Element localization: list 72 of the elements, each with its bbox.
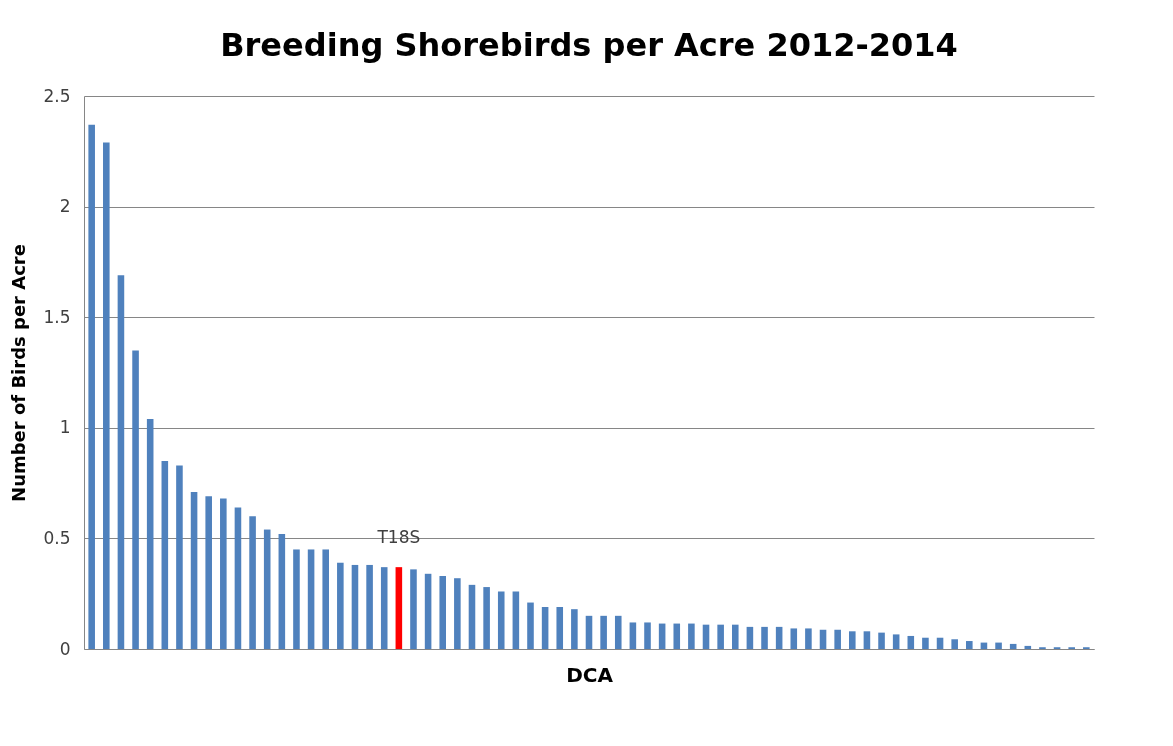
bar	[234, 507, 242, 649]
bar	[966, 641, 973, 649]
bar	[761, 626, 768, 649]
bar	[834, 629, 841, 649]
bar	[775, 626, 783, 649]
bar	[176, 465, 183, 649]
bar	[571, 609, 578, 649]
bar	[995, 642, 1002, 649]
bar	[439, 576, 447, 649]
bar	[717, 624, 724, 649]
bar	[746, 626, 754, 649]
y-tick-label: 0.5	[43, 527, 71, 548]
bar	[468, 584, 476, 649]
bar	[556, 606, 564, 649]
bar	[454, 578, 461, 649]
bar	[673, 623, 681, 649]
bar	[366, 564, 373, 649]
bar	[103, 142, 110, 649]
bar	[527, 602, 534, 649]
bar	[132, 350, 139, 649]
bar	[658, 623, 666, 649]
bar	[951, 639, 958, 649]
bar	[220, 498, 227, 649]
bar	[483, 587, 490, 649]
bar	[644, 622, 651, 649]
y-tick-label: 0	[59, 638, 71, 659]
bar	[863, 631, 871, 649]
bar	[614, 615, 622, 649]
bar	[293, 549, 300, 649]
bar	[629, 622, 637, 649]
y-tick-label: 2.5	[43, 85, 71, 106]
bar	[1009, 643, 1017, 649]
bar	[688, 623, 695, 649]
bar	[263, 529, 271, 649]
bar	[380, 567, 388, 649]
bar	[702, 624, 710, 649]
bar	[878, 632, 885, 649]
bar	[731, 624, 739, 649]
bar	[351, 564, 359, 649]
bar	[249, 516, 256, 649]
bar	[600, 615, 607, 649]
bar	[1024, 645, 1032, 649]
bar	[849, 631, 856, 649]
bar	[278, 533, 286, 649]
bar	[790, 628, 798, 649]
y-tick-label: 2	[59, 196, 71, 217]
bar	[497, 591, 505, 649]
bar	[117, 275, 125, 649]
bar	[88, 124, 95, 649]
bar	[395, 567, 403, 649]
bar	[892, 634, 900, 649]
y-tick-label: 1.5	[43, 306, 71, 327]
bar	[805, 628, 812, 649]
y-tick-label: 1	[59, 417, 71, 438]
bar	[585, 615, 593, 649]
bar	[337, 562, 344, 649]
bar	[307, 549, 315, 649]
bar	[146, 418, 154, 649]
bar	[205, 496, 212, 649]
bar	[424, 573, 432, 649]
y-axis-title: Number of Birds per Acre	[8, 244, 30, 502]
chart-title: Breeding Shorebirds per Acre 2012-2014	[220, 26, 958, 64]
bar	[819, 629, 827, 649]
bar	[922, 637, 929, 649]
bar	[190, 491, 198, 649]
x-axis-title: DCA	[566, 662, 614, 687]
bar	[512, 591, 520, 649]
bar	[541, 606, 549, 649]
bar	[161, 460, 169, 649]
bar	[322, 549, 329, 649]
bar	[410, 569, 417, 649]
bar	[907, 635, 915, 649]
